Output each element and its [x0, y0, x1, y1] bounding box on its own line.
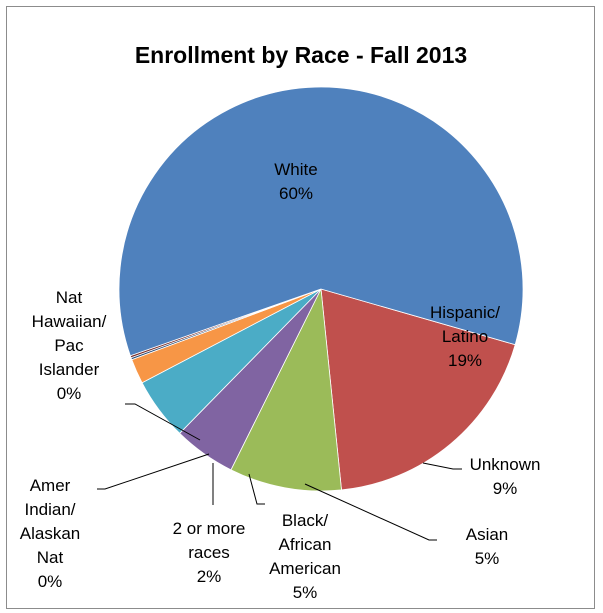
data-label-hispanic-latino: Hispanic/Latino 19%	[430, 303, 500, 370]
pie-slice-unknown	[230, 287, 342, 492]
leader-line-black-african-american	[248, 473, 265, 505]
data-label-unknown: Unknown 9%	[470, 455, 541, 498]
data-label-white: White 60%	[274, 160, 317, 203]
pie-slices	[118, 86, 524, 492]
data-label-nat-hawaiian-pac-islander: Nat Hawaiian/Pac Islander 0%	[32, 288, 107, 403]
data-label-asian: Asian 5%	[466, 525, 509, 568]
leader-line-unknown	[422, 462, 462, 470]
leader-line-asian	[304, 483, 437, 541]
leader-line-nat-hawaiian-pac-islander	[125, 403, 201, 441]
pie-slice-hispanic-latino	[320, 288, 516, 491]
leader-line-amer-indian-alaskan-nat	[97, 453, 210, 490]
pie-slice-white	[118, 86, 524, 357]
leader-lines	[97, 403, 462, 541]
chart-frame: Enrollment by Race - Fall 2013 White 60% H…	[6, 6, 595, 609]
data-label-black-african-american: Black/African American 5%	[269, 511, 341, 602]
data-label-2-or-more-races: 2 or more races 2%	[173, 519, 246, 586]
data-labels: White 60% Hispanic/Latino 19% Unknown 9% Asian…	[20, 160, 541, 602]
chart-title: Enrollment by Race - Fall 2013	[135, 42, 467, 68]
data-label-amer-indian-alaskan-nat: Amer Indian/Alaskan Nat 0%	[20, 476, 80, 591]
pie-chart: Enrollment by Race - Fall 2013 White 60% H…	[20, 42, 541, 602]
